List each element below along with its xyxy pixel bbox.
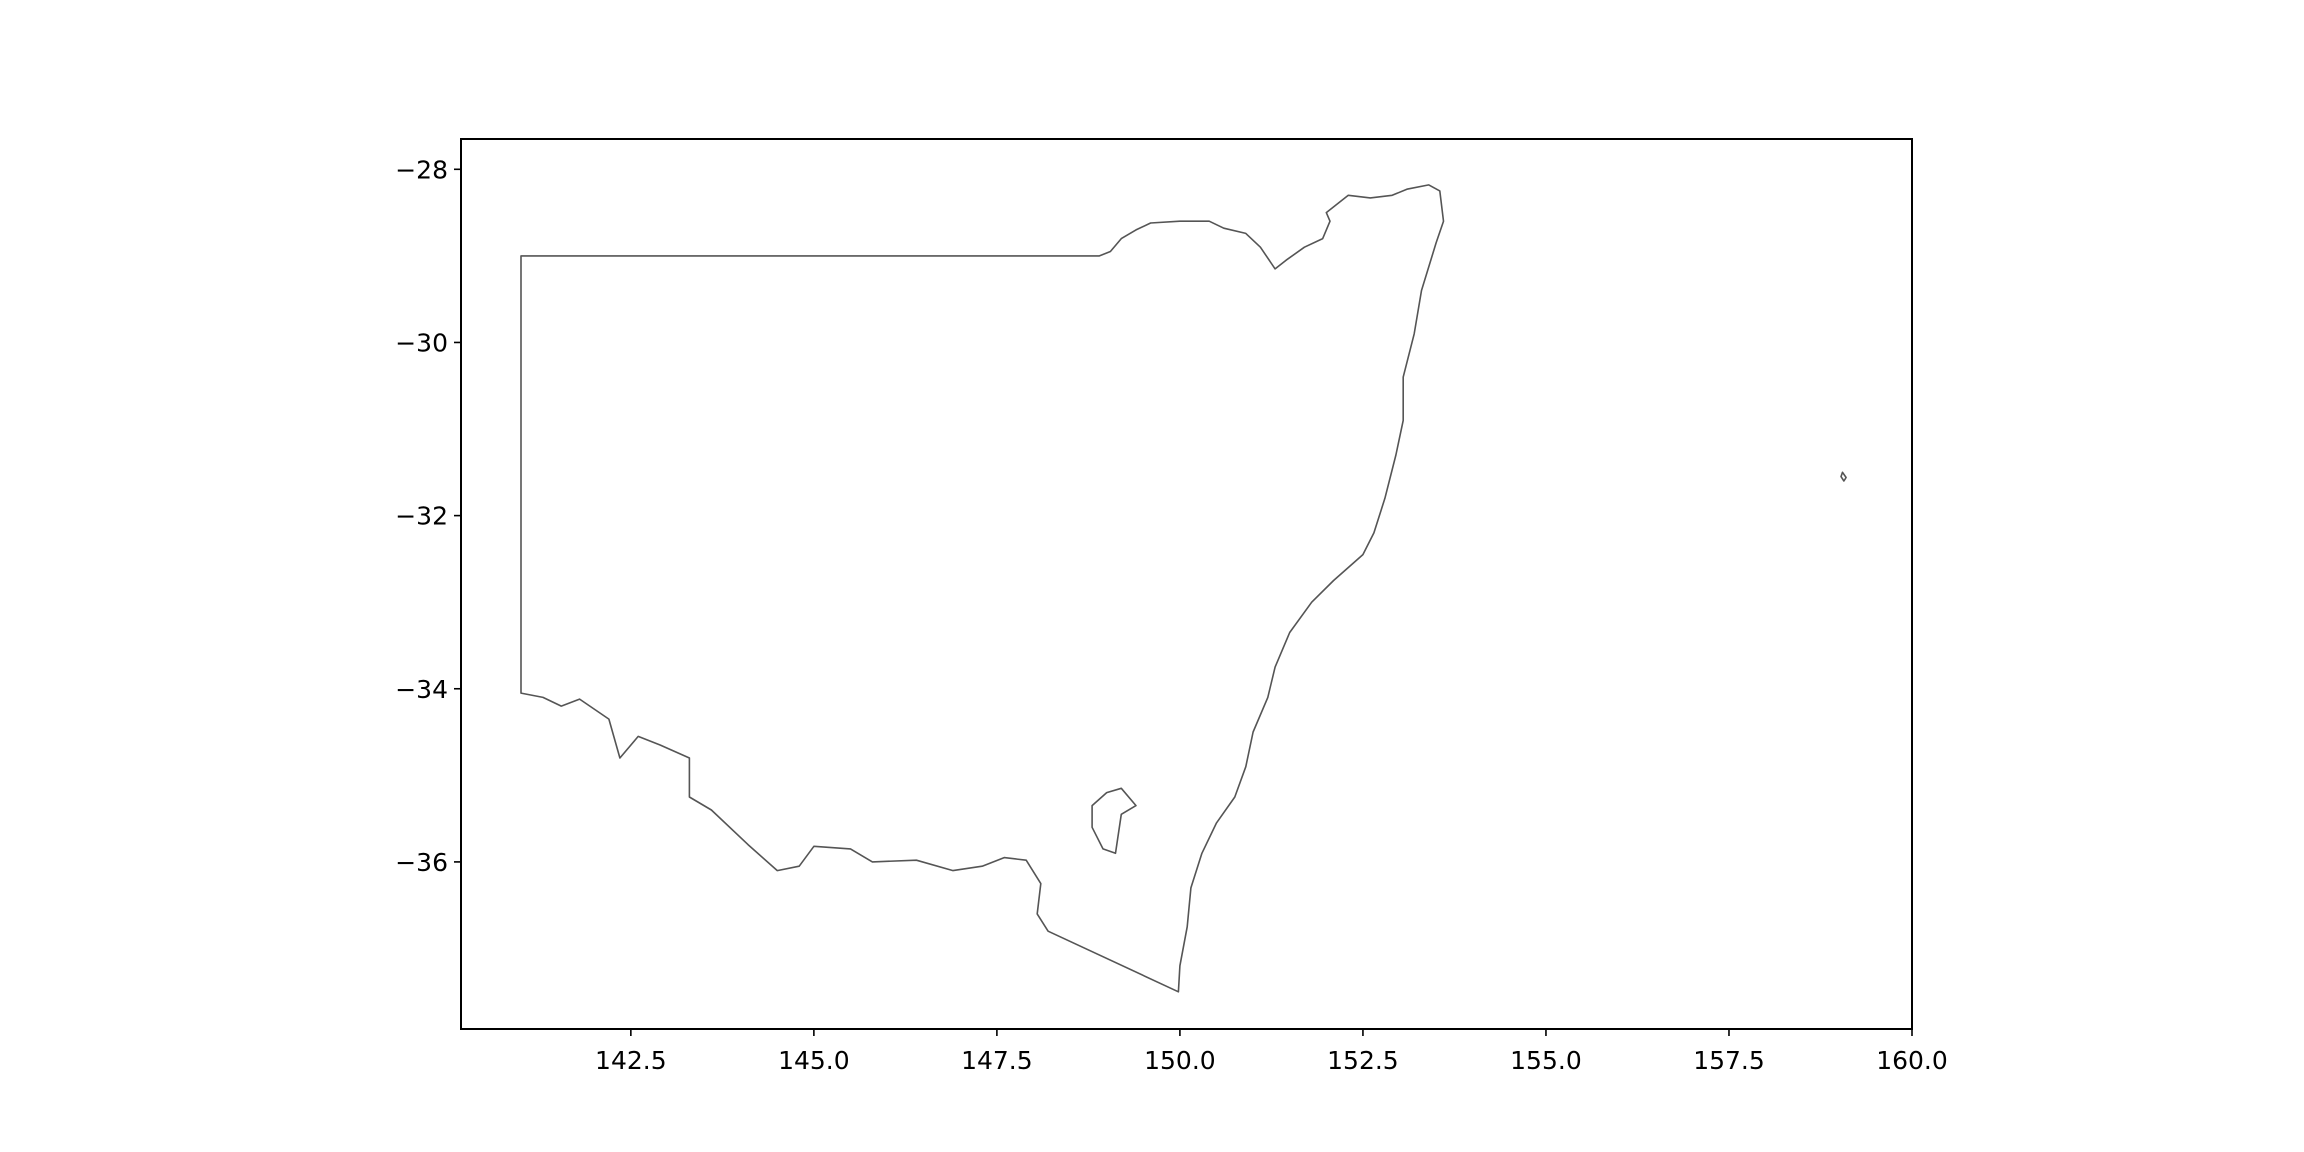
x-tick-label: 160.0 bbox=[1876, 1046, 1948, 1075]
outline-mainland bbox=[520, 184, 1445, 993]
outline-offshore-island bbox=[1840, 471, 1847, 482]
y-tick-label: −28 bbox=[395, 155, 448, 184]
x-axis: 142.5 145.0 147.5 150.0 152.5 155.0 157.5 160.0 bbox=[595, 1029, 1948, 1075]
y-tick-label: −36 bbox=[395, 848, 448, 877]
y-tick-label: −32 bbox=[395, 502, 448, 531]
x-tick-label: 142.5 bbox=[595, 1046, 667, 1075]
x-tick-label: 152.5 bbox=[1327, 1046, 1399, 1075]
y-tick-label: −34 bbox=[395, 675, 448, 704]
x-tick-label: 147.5 bbox=[961, 1046, 1033, 1075]
x-tick-label: 155.0 bbox=[1510, 1046, 1582, 1075]
x-tick-label: 145.0 bbox=[778, 1046, 850, 1075]
axes-frame bbox=[460, 138, 1913, 1030]
x-tick-label: 157.5 bbox=[1693, 1046, 1765, 1075]
x-tick-label: 150.0 bbox=[1144, 1046, 1216, 1075]
y-tick-label: −30 bbox=[395, 328, 448, 357]
outline-territory-enclave bbox=[1091, 787, 1137, 855]
map-outline-layer bbox=[520, 184, 1847, 993]
y-axis: −28 −30 −32 −34 −36 bbox=[395, 155, 461, 877]
